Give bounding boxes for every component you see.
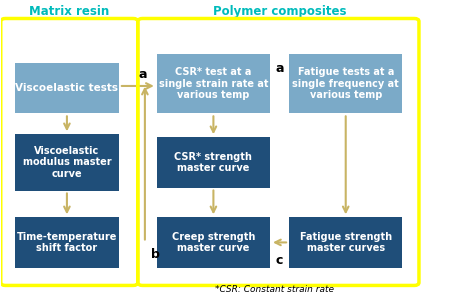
Text: Viscoelastic tests: Viscoelastic tests <box>16 83 118 93</box>
Text: CSR* test at a
single strain rate at
various temp: CSR* test at a single strain rate at var… <box>159 67 268 100</box>
FancyBboxPatch shape <box>289 54 402 114</box>
Text: Creep strength
master curve: Creep strength master curve <box>172 232 255 253</box>
FancyBboxPatch shape <box>15 217 119 268</box>
Text: a: a <box>138 68 147 80</box>
Text: *CSR: Constant strain rate: *CSR: Constant strain rate <box>215 285 334 294</box>
Text: Fatigue tests at a
single frequency at
various temp: Fatigue tests at a single frequency at v… <box>292 67 399 100</box>
FancyBboxPatch shape <box>15 63 119 114</box>
FancyBboxPatch shape <box>15 134 119 190</box>
Text: Polymer composites: Polymer composites <box>213 4 346 18</box>
Text: a: a <box>275 62 284 75</box>
FancyBboxPatch shape <box>289 217 402 268</box>
Text: c: c <box>276 254 283 267</box>
Text: CSR* strength
master curve: CSR* strength master curve <box>174 152 252 173</box>
Text: b: b <box>151 248 160 261</box>
Text: Time-temperature
shift factor: Time-temperature shift factor <box>17 232 117 253</box>
Text: Viscoelastic
modulus master
curve: Viscoelastic modulus master curve <box>23 146 111 179</box>
FancyBboxPatch shape <box>157 137 270 187</box>
Text: Matrix resin: Matrix resin <box>29 4 109 18</box>
FancyBboxPatch shape <box>157 54 270 114</box>
FancyBboxPatch shape <box>157 217 270 268</box>
Text: Fatigue strength
master curves: Fatigue strength master curves <box>300 232 392 253</box>
